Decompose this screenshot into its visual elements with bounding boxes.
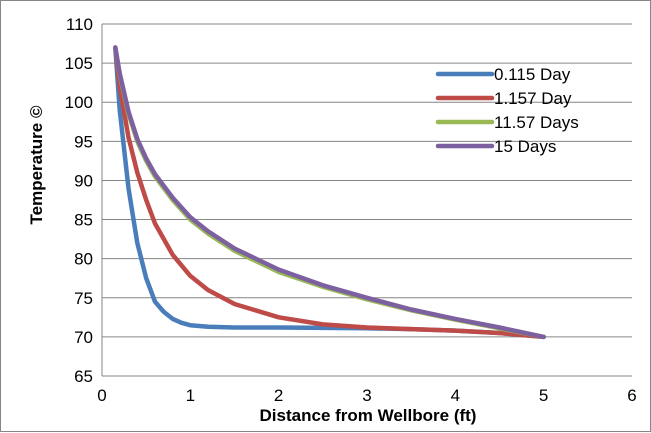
tick-labels: 65 70 75 80 85 90 95 100 105 110 0 1 2 3 4 5 6 [65, 15, 637, 405]
gridlines [102, 23, 632, 377]
x-tick-label: 1 [186, 386, 195, 405]
y-tick-label: 80 [74, 250, 93, 269]
axes [101, 24, 632, 377]
y-tick-label: 105 [65, 54, 93, 73]
x-tick-label: 6 [627, 386, 636, 405]
series-line-2 [113, 45, 546, 340]
legend: 0.115 Day 1.157 Day 11.57 Days 15 Days [435, 65, 579, 156]
y-axis-title: Temperature © [27, 105, 46, 224]
series-lines [113, 45, 546, 340]
x-tick-label: 4 [451, 386, 460, 405]
x-tick-label: 5 [539, 386, 548, 405]
y-tick-label: 100 [65, 93, 93, 112]
x-tick-label: 2 [274, 386, 283, 405]
x-tick-label: 0 [97, 386, 106, 405]
legend-label: 11.57 Days [494, 113, 579, 132]
y-tick-label: 75 [74, 289, 93, 308]
y-tick-label: 85 [74, 211, 93, 230]
y-tick-label: 90 [74, 171, 93, 190]
legend-label: 0.115 Day [494, 65, 571, 84]
y-tick-label: 70 [74, 328, 93, 347]
series-line-1 [113, 45, 546, 340]
x-tick-label: 3 [362, 386, 371, 405]
x-axis-title: Distance from Wellbore (ft) [260, 406, 477, 425]
y-tick-label: 65 [74, 367, 93, 386]
series-line-3 [113, 45, 546, 340]
series-line-4 [113, 45, 546, 340]
y-tick-label: 110 [66, 15, 93, 34]
y-tick-label: 95 [74, 132, 93, 151]
legend-label: 15 Days [494, 137, 556, 156]
legend-label: 1.157 Day [494, 89, 572, 108]
